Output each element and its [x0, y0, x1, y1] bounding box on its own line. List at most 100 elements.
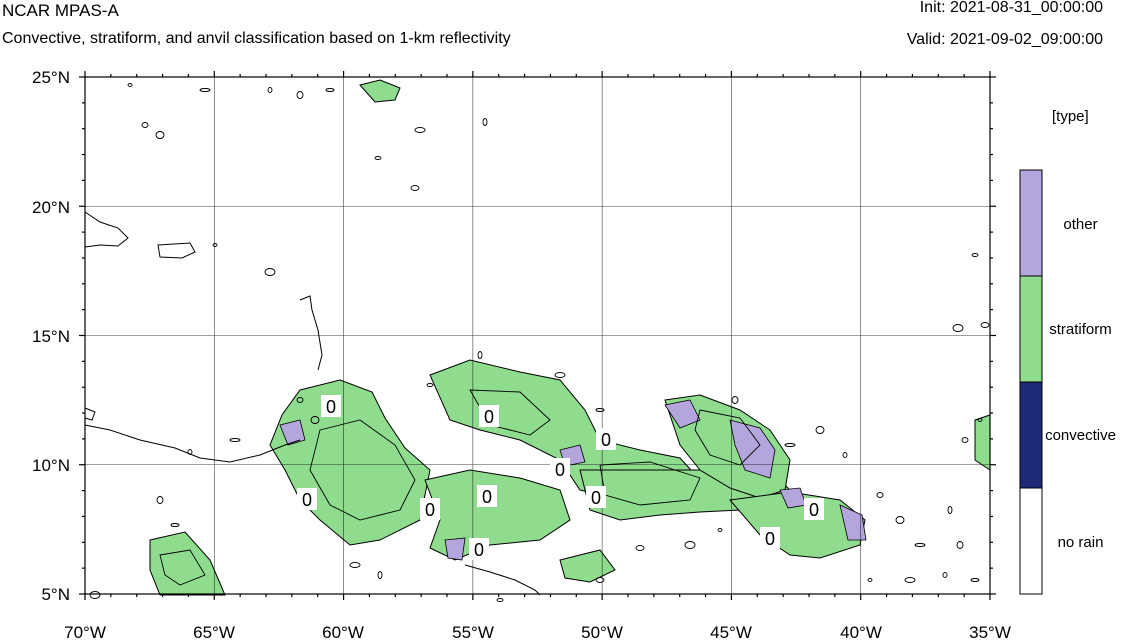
lat-label-15n: 15°N [32, 327, 70, 346]
lat-label-5n: 5°N [41, 585, 70, 604]
rain-cell [635, 545, 645, 551]
lon-label-40w: 40°W [840, 623, 882, 642]
other-region [729, 419, 776, 479]
contour-label-bg [297, 488, 317, 510]
legend-swatch-no-rain [1019, 487, 1043, 595]
rain-cell [426, 383, 434, 387]
contour-label: 0 [302, 490, 312, 510]
contour-label: 0 [474, 540, 484, 560]
rain-cell [717, 528, 723, 532]
contour-label: 0 [555, 460, 565, 480]
stratiform-region [424, 469, 571, 561]
contour-label: 0 [484, 407, 494, 427]
rain-cell [410, 185, 420, 191]
other-region [279, 419, 306, 446]
contour-line [309, 419, 416, 521]
lat-label-20n: 20°N [32, 198, 70, 217]
rain-cell [229, 438, 241, 442]
rain-cell [170, 523, 180, 527]
rain-cell [477, 351, 483, 359]
rain-cell [947, 506, 953, 514]
lon-label-65w: 65°W [193, 623, 235, 642]
rain-cell [377, 571, 383, 579]
map-grid [85, 77, 990, 594]
rain-cell [942, 572, 948, 578]
precip-field [84, 79, 991, 596]
rain-cell [155, 131, 165, 139]
contour-label-bg [586, 486, 606, 508]
rain-cell [496, 598, 504, 602]
rain-cell [977, 418, 983, 422]
axis-ticks [79, 71, 996, 600]
other-region [839, 504, 867, 541]
rain-cell [914, 543, 926, 547]
contour-label-bg [479, 405, 499, 427]
rain-cell [267, 87, 273, 93]
contour-label: 0 [482, 487, 492, 507]
lat-label-25n: 25°N [32, 68, 70, 87]
coastline [464, 564, 541, 596]
contour-labels: 0 0 0 0 0 0 0 0 0 0 0 [297, 395, 824, 560]
rain-cell [731, 396, 739, 404]
legend-label-stratiform: stratiform [1049, 321, 1112, 338]
coastline [84, 424, 301, 463]
rain-cell [980, 322, 990, 328]
lon-label-60w: 60°W [322, 623, 364, 642]
rain-cell [956, 541, 964, 549]
rain-cell [971, 253, 979, 257]
legend-colorbar [1019, 169, 1043, 595]
rain-cell [684, 541, 696, 549]
rain-cell [296, 91, 304, 99]
lat-label-10n: 10°N [32, 456, 70, 475]
lon-label-50w: 50°W [581, 623, 623, 642]
stratiform-region [269, 379, 431, 546]
contour-label-bg [596, 428, 616, 450]
rain-cell [784, 443, 796, 447]
contour-label-bg [321, 395, 341, 417]
other-region [444, 537, 466, 561]
lon-label-35w: 35°W [969, 623, 1011, 642]
rain-cell [414, 127, 426, 133]
rain-cell [867, 578, 873, 582]
contour-label-bg [469, 538, 489, 560]
contour-label-bg [804, 498, 824, 520]
lon-label-55w: 55°W [452, 623, 494, 642]
coastline [299, 295, 323, 371]
contour-line [159, 549, 206, 586]
other-region [664, 399, 701, 429]
rain-cell [89, 591, 101, 599]
contour-label: 0 [591, 488, 601, 508]
rain-cell [952, 324, 964, 332]
rain-cell [842, 452, 848, 458]
rain-cell [554, 372, 566, 378]
legend-title: [type] [1052, 108, 1089, 125]
coastline [157, 242, 196, 259]
rain-cell [199, 88, 211, 92]
stratiform-region [359, 79, 401, 103]
legend-label-other: other [1063, 216, 1098, 233]
contour-label: 0 [809, 500, 819, 520]
rain-cell [374, 156, 382, 160]
rain-cell [482, 118, 488, 126]
legend-label-convective: convective [1045, 427, 1116, 444]
rain-cell [895, 516, 905, 524]
rain-cell [156, 496, 164, 504]
rain-cell [970, 578, 980, 582]
lon-label-45w: 45°W [710, 623, 752, 642]
rain-cell [187, 449, 193, 455]
rain-cell [349, 562, 361, 568]
rain-cell [876, 492, 884, 498]
lon-label-70w: 70°W [64, 623, 106, 642]
valid-time: Valid: 2021-09-02_09:00:00 [906, 31, 1103, 48]
contour-label-bg [550, 458, 570, 480]
rain-cell [296, 397, 304, 403]
rain-cell [310, 416, 320, 424]
rain-cell [127, 83, 133, 87]
rain-cell [141, 122, 149, 128]
rain-cell [595, 408, 605, 412]
rain-cell [961, 437, 969, 443]
contour-label: 0 [601, 430, 611, 450]
rain-cell [264, 268, 276, 276]
coastline [84, 407, 96, 421]
